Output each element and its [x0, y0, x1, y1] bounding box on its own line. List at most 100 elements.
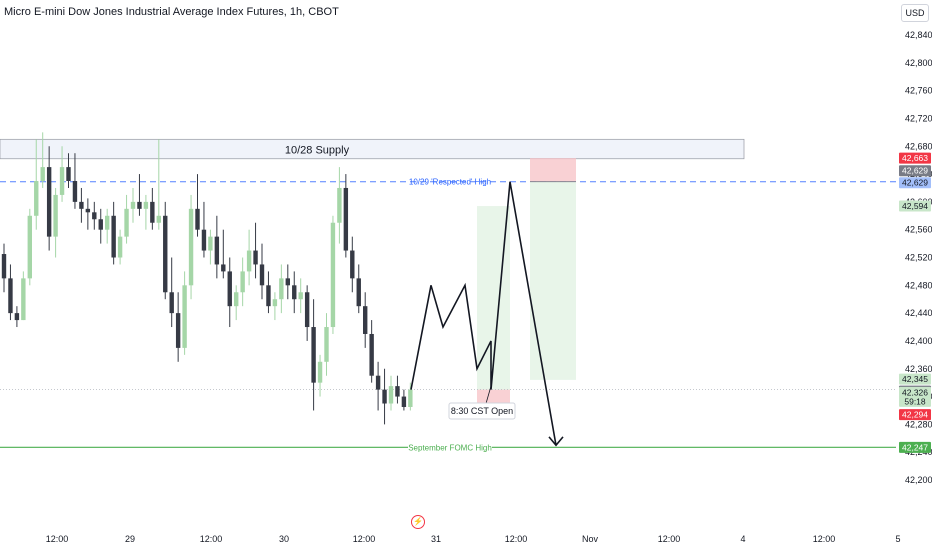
price-badge-label: 42,629 [902, 166, 928, 176]
candle-body[interactable] [111, 215, 116, 258]
y-tick-label: 42,200 [905, 475, 932, 485]
y-tick-label: 42,400 [905, 336, 932, 346]
price-badge [899, 409, 931, 421]
candle-body[interactable] [401, 396, 407, 407]
candle-body[interactable] [92, 212, 97, 220]
candle-body[interactable] [150, 201, 155, 223]
candle-body[interactable] [350, 250, 355, 279]
candle-body[interactable] [208, 236, 213, 251]
candle-body[interactable] [143, 201, 149, 209]
candle-body[interactable] [40, 167, 45, 182]
x-tick-label: 12:00 [353, 534, 376, 544]
y-tick-label: 42,520 [905, 253, 932, 263]
candle-body[interactable] [227, 271, 232, 307]
candle-body[interactable] [317, 361, 323, 383]
respected-high-label: 10/29 'Respected' High [409, 178, 491, 187]
flash-icon[interactable]: ⚡ [411, 515, 425, 529]
candle-body[interactable] [175, 313, 181, 348]
short-stop-zone[interactable] [530, 158, 576, 182]
candle-body[interactable] [1, 254, 7, 279]
candle-body[interactable] [343, 187, 349, 251]
candle-body[interactable] [337, 187, 342, 223]
candle-body[interactable] [34, 181, 39, 216]
candle-body[interactable] [27, 215, 32, 279]
x-tick-label: 5 [895, 534, 900, 544]
price-badge [899, 165, 931, 177]
candle-body[interactable] [72, 181, 78, 202]
candle-body[interactable] [298, 292, 303, 300]
candle-body[interactable] [201, 229, 207, 251]
candle-body[interactable] [375, 375, 381, 390]
candle-body[interactable] [156, 215, 161, 223]
supply-zone-label: 10/28 Supply [285, 144, 350, 156]
candle-body[interactable] [14, 313, 20, 321]
candle-body[interactable] [66, 167, 71, 182]
candle-body[interactable] [21, 278, 26, 321]
candle-body[interactable] [105, 215, 110, 230]
candle-body[interactable] [324, 327, 329, 362]
y-tick-label: 42,720 [905, 113, 932, 123]
candle-body[interactable] [369, 333, 374, 376]
projection-arrowhead [548, 436, 564, 447]
candle-body[interactable] [382, 389, 387, 404]
price-badge-label: 42,294 [902, 410, 928, 420]
x-tick-label: 12:00 [505, 534, 528, 544]
candle-body[interactable] [163, 215, 168, 293]
candle-body[interactable] [182, 285, 187, 348]
open-callout-pointer [485, 386, 492, 404]
projection-path[interactable] [410, 181, 557, 446]
candle-body[interactable] [363, 306, 368, 334]
candle-body[interactable] [195, 208, 200, 230]
candle-body[interactable] [388, 386, 394, 404]
candle-body[interactable] [234, 292, 239, 307]
candle-body[interactable] [221, 264, 226, 272]
candle-body[interactable] [395, 386, 400, 397]
open-callout-label: 8:30 CST Open [451, 406, 513, 416]
candle-body[interactable] [408, 389, 413, 407]
candle-body[interactable] [188, 208, 194, 286]
candle-body[interactable] [169, 292, 174, 314]
y-tick-label: 42,560 [905, 225, 932, 235]
candle-body[interactable] [259, 264, 265, 286]
candle-body[interactable] [53, 194, 58, 237]
candle-body[interactable] [246, 250, 252, 272]
price-badge [899, 200, 931, 212]
candle-body[interactable] [137, 201, 142, 209]
candle-body[interactable] [311, 327, 316, 383]
open-callout-box[interactable] [448, 402, 516, 420]
candle-body[interactable] [272, 299, 278, 307]
candle-body[interactable] [214, 236, 220, 265]
candle-body[interactable] [285, 278, 290, 286]
price-badge-label: 42,629 [902, 178, 928, 188]
candle-body[interactable] [46, 167, 52, 237]
candle-body[interactable] [279, 278, 284, 300]
candle-body[interactable] [117, 236, 123, 258]
currency-button[interactable]: USD [901, 4, 929, 22]
candle-body[interactable] [85, 208, 91, 213]
x-tick-label: 12:00 [813, 534, 836, 544]
candle-body[interactable] [130, 201, 136, 209]
x-tick-label: 30 [279, 534, 289, 544]
candle-body[interactable] [98, 219, 103, 230]
candle-body[interactable] [266, 285, 271, 307]
y-tick-label: 42,760 [905, 86, 932, 96]
x-tick-label: 31 [431, 534, 441, 544]
x-tick-label: 12:00 [200, 534, 223, 544]
candle-body[interactable] [356, 278, 361, 307]
supply-zone[interactable] [0, 138, 745, 160]
candle-body[interactable] [59, 167, 65, 195]
candle-body[interactable] [8, 278, 13, 314]
candle-body[interactable] [304, 292, 310, 328]
candle-body[interactable] [79, 201, 84, 209]
candle-body[interactable] [124, 208, 129, 237]
candle-body[interactable] [292, 285, 297, 300]
candle-body[interactable] [240, 271, 245, 293]
y-tick-label: 42,680 [905, 141, 932, 151]
short-target-zone[interactable] [530, 181, 576, 380]
price-badge-label: 42,594 [902, 201, 928, 211]
candle-body[interactable] [330, 222, 336, 328]
y-tick-label: 42,480 [905, 280, 932, 290]
x-tick-label: 12:00 [46, 534, 69, 544]
candle-body[interactable] [253, 250, 258, 265]
